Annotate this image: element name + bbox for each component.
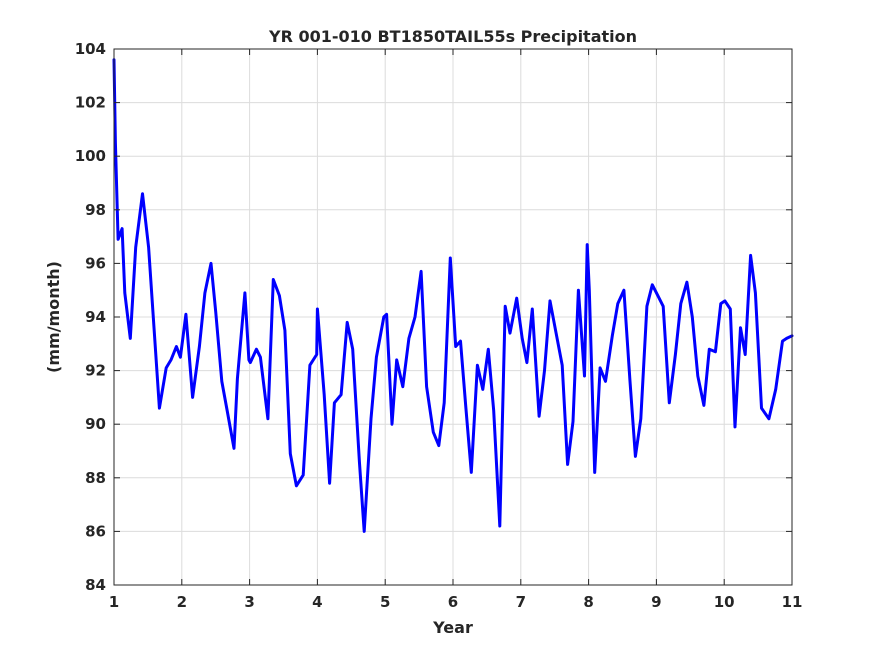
x-tick-label: 7 (516, 593, 526, 611)
y-tick-label: 86 (85, 522, 106, 540)
y-tick-label: 94 (85, 308, 106, 326)
x-tick-labels: 1 2 3 4 5 6 7 8 9 10 11 (109, 593, 803, 611)
x-tick-label: 8 (583, 593, 593, 611)
x-axis-label: Year (432, 618, 473, 637)
y-axis-label: (mm/month) (44, 261, 63, 373)
plot-area (112, 58, 794, 533)
x-tick-label: 10 (714, 593, 735, 611)
y-tick-label: 98 (85, 201, 106, 219)
chart-title: YR 001-010 BT1850TAIL55s Precipitation (268, 27, 637, 46)
x-tick-label: 9 (651, 593, 661, 611)
y-tick-label: 92 (85, 362, 106, 380)
x-tick-label: 5 (380, 593, 390, 611)
y-tick-label: 102 (75, 94, 106, 112)
y-tick-label: 88 (85, 469, 106, 487)
y-tick-label: 96 (85, 254, 106, 272)
y-tick-labels: 84 86 88 90 92 94 96 98 100 102 104 (75, 40, 106, 594)
y-tick-label: 104 (75, 40, 106, 58)
series-line (112, 58, 794, 533)
y-tick-label: 84 (85, 576, 106, 594)
tick-marks (113, 48, 793, 586)
x-tick-label: 2 (177, 593, 187, 611)
y-tick-label: 100 (75, 147, 106, 165)
x-tick-label: 3 (244, 593, 254, 611)
x-tick-label: 11 (782, 593, 803, 611)
x-tick-label: 1 (109, 593, 119, 611)
y-tick-label: 90 (85, 415, 106, 433)
x-tick-label: 4 (312, 593, 322, 611)
x-tick-label: 6 (448, 593, 458, 611)
